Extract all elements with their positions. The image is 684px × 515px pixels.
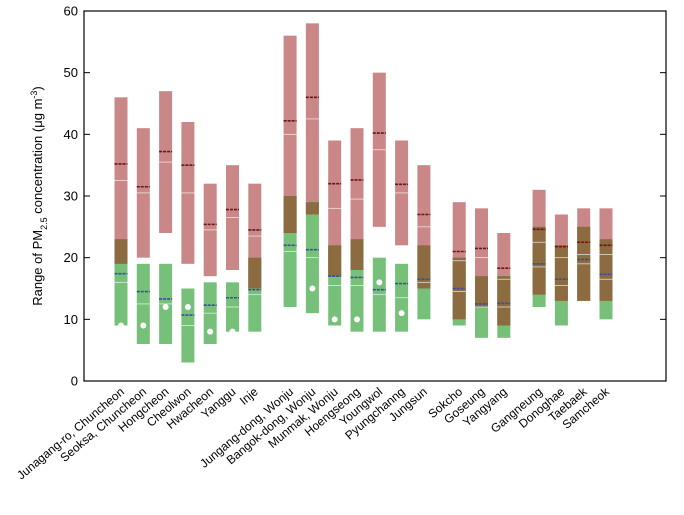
- site-group: [417, 165, 431, 320]
- overlap-range-bar: [497, 276, 511, 326]
- overlap-range-bar: [599, 239, 613, 301]
- reference-dot: [207, 328, 214, 335]
- site-group: [554, 214, 568, 326]
- category-label: Inje: [237, 384, 261, 407]
- y-tick-label: 10: [64, 312, 78, 327]
- y-tick-label: 0: [71, 374, 78, 389]
- reference-dot: [309, 285, 316, 292]
- overlap-range-bar: [305, 202, 319, 215]
- y-axis-title: Range of PM2.5 concentration (μg m-3): [29, 86, 49, 306]
- overlap-range-bar: [475, 276, 488, 307]
- site-group: [475, 208, 488, 338]
- site-group: [283, 35, 297, 307]
- reference-dot: [354, 316, 360, 323]
- reference-dot: [140, 322, 147, 329]
- site-group: [159, 91, 173, 344]
- reference-dot: [118, 322, 124, 329]
- axis-layer: 0 10 20 30 40 50 60: [64, 4, 666, 389]
- reference-dot: [398, 310, 405, 317]
- overlap-range-bar: [417, 245, 431, 289]
- overlap-range-bar: [283, 196, 297, 233]
- y-tick-label: 30: [64, 189, 78, 204]
- overlap-range-bar: [350, 239, 364, 270]
- site-group: [203, 183, 217, 344]
- y-tick-label: 50: [64, 65, 78, 80]
- reference-dot: [331, 316, 338, 323]
- y-tick-label: 60: [64, 4, 78, 19]
- overlap-range-bar: [328, 245, 342, 277]
- site-group: [452, 202, 466, 326]
- overlap-range-bar: [554, 245, 568, 301]
- reference-dot: [162, 304, 169, 310]
- site-group: [372, 72, 386, 332]
- site-group: [599, 208, 613, 320]
- site-group: [181, 122, 195, 363]
- site-group: [305, 23, 319, 314]
- bars-layer: [114, 23, 613, 363]
- y-tick-label: 20: [64, 250, 78, 265]
- site-group: [328, 140, 342, 326]
- site-group: [136, 128, 150, 344]
- site-group: [395, 140, 409, 332]
- overlap-range-bar: [114, 239, 128, 264]
- site-group: [350, 128, 364, 332]
- reference-dot: [229, 328, 236, 335]
- site-group: [248, 183, 262, 332]
- reference-dot: [376, 279, 383, 286]
- y-tick-label: 40: [64, 127, 78, 142]
- site-group: [226, 165, 239, 335]
- site-group: [114, 97, 128, 329]
- site-group: [497, 233, 511, 338]
- site-group: [577, 208, 591, 301]
- category-label: Junagang-ro, Chuncheon: [14, 385, 127, 483]
- overlap-range-bar: [248, 257, 262, 289]
- overlap-range-bar: [532, 226, 546, 295]
- site-group: [532, 189, 546, 307]
- reference-dot: [184, 304, 191, 310]
